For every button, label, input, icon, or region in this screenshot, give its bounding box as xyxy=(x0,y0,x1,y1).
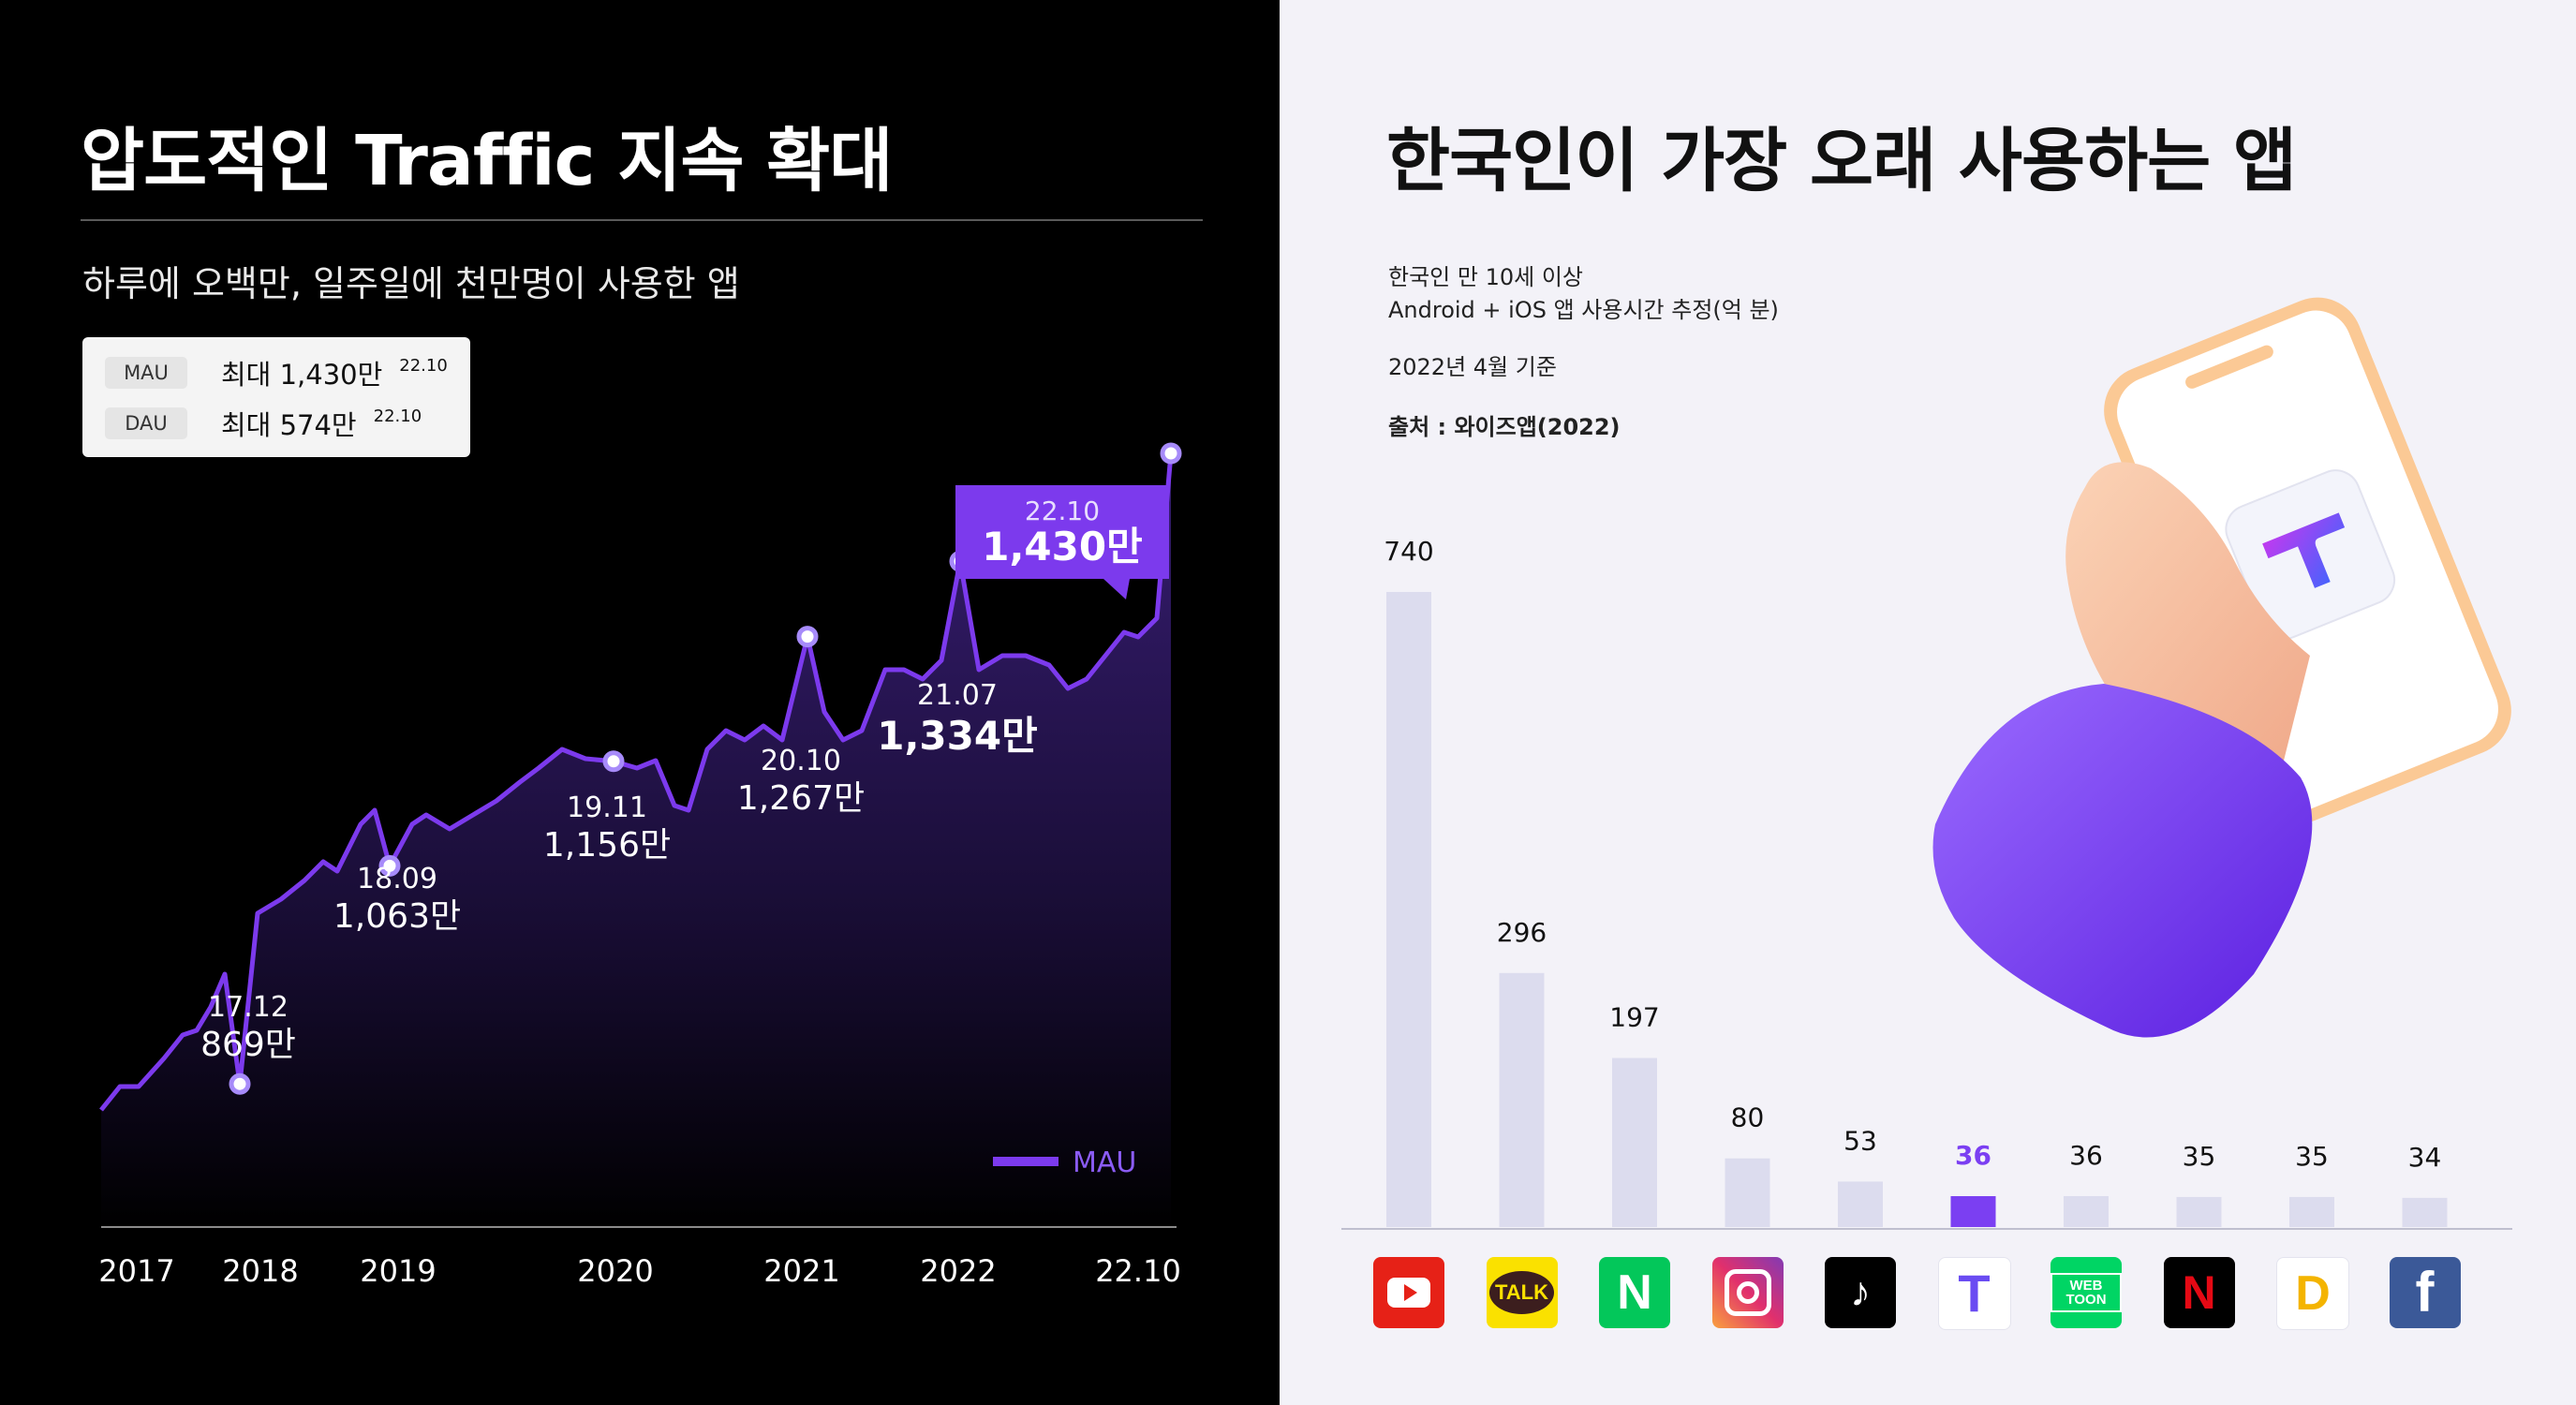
callout-date: 22.10 xyxy=(1025,495,1100,526)
left-title: 압도적인 Traffic 지속 확대 xyxy=(81,121,893,201)
mau-area-fill xyxy=(101,453,1171,1227)
stat-value: 최대 1,430만 xyxy=(221,359,383,391)
stat-value: 최대 574만 xyxy=(221,409,357,441)
bar-value-label: 34 xyxy=(2408,1142,2442,1173)
bar xyxy=(1950,1196,1996,1227)
naver-icon[interactable]: N xyxy=(1599,1257,1670,1328)
left-panel: 압도적인 Traffic 지속 확대 하루에 오백만, 일주일에 천만명이 사용… xyxy=(0,0,1280,1405)
note-source: 출처 : 와이즈앱(2022) xyxy=(1388,414,1621,440)
point-value-label: 1,267만 xyxy=(737,779,865,818)
point-value-label: 1,334만 xyxy=(877,713,1038,759)
left-subtitle: 하루에 오백만, 일주일에 천만명이 사용한 앱 xyxy=(82,263,740,304)
right-panel: 한국인이 가장 오래 사용하는 앱 한국인 만 10세 이상 Android +… xyxy=(1280,0,2576,1405)
x-tick-label: 2022 xyxy=(920,1253,996,1289)
bar xyxy=(2289,1196,2334,1227)
x-tick-label: 2018 xyxy=(222,1253,298,1289)
t-app-icon[interactable]: T xyxy=(1937,1257,2011,1330)
youtube-icon[interactable] xyxy=(1373,1257,1444,1328)
legend-swatch xyxy=(993,1157,1059,1166)
webtoon-icon[interactable]: WEB TOON xyxy=(2050,1257,2122,1328)
netflix-icon[interactable]: N xyxy=(2163,1257,2235,1328)
point-value-label: 1,063만 xyxy=(333,897,461,936)
note-population: 한국인 만 10세 이상 xyxy=(1388,264,1583,290)
mau-point xyxy=(229,1072,251,1095)
bar xyxy=(1499,972,1545,1227)
right-title: 한국인이 가장 오래 사용하는 앱 xyxy=(1386,121,2297,201)
stat-date: 22.10 xyxy=(399,355,448,376)
d-app-icon[interactable]: D xyxy=(2276,1257,2349,1330)
bar-value-label: 296 xyxy=(1497,917,1547,948)
point-date-label: 18.09 xyxy=(357,863,437,895)
stat-tag: MAU xyxy=(105,357,187,389)
title-divider xyxy=(81,219,1203,221)
point-date-label: 17.12 xyxy=(208,991,289,1024)
bar-value-label: 36 xyxy=(1955,1140,1991,1171)
point-date-label: 19.11 xyxy=(567,791,647,824)
mau-point xyxy=(378,854,401,877)
bar-value-label: 80 xyxy=(1731,1102,1765,1133)
stat-date: 22.10 xyxy=(373,406,422,426)
stat-tag: DAU xyxy=(105,407,187,439)
x-tick-label: 2020 xyxy=(577,1253,653,1289)
point-date-label: 20.10 xyxy=(761,745,841,777)
bar xyxy=(2402,1197,2448,1227)
legend-label: MAU xyxy=(1073,1146,1136,1179)
mau-point xyxy=(1160,442,1182,465)
mau-point xyxy=(796,626,819,648)
bar xyxy=(1612,1057,1657,1227)
bar-value-label: 53 xyxy=(1843,1125,1877,1156)
phone xyxy=(2104,297,2511,824)
point-date-label: 21.07 xyxy=(917,679,998,712)
instagram-icon[interactable] xyxy=(1711,1257,1784,1328)
callout-pointer xyxy=(1103,579,1130,599)
bar-value-label: 36 xyxy=(2069,1140,2103,1171)
point-value-label: 869만 xyxy=(200,1026,296,1064)
stat-row-mau: MAU 최대 1,430만 22.10 xyxy=(105,354,448,392)
bar xyxy=(2176,1196,2222,1227)
x-tick-label: 2017 xyxy=(98,1253,174,1289)
bar xyxy=(1725,1158,1770,1227)
sleeve-cuff xyxy=(1932,684,2313,1038)
facebook-icon[interactable]: f xyxy=(2389,1257,2461,1328)
mau-line xyxy=(99,452,1174,1112)
x-tick-label: 2019 xyxy=(360,1253,436,1289)
note-metric: Android + iOS 앱 사용시간 추정(억 분) xyxy=(1388,297,1779,323)
hand-phone-illustration xyxy=(1932,297,2511,1038)
x-tick-label: 22.10 xyxy=(1095,1253,1181,1289)
bar xyxy=(1838,1181,1883,1227)
callout-box xyxy=(955,485,1169,579)
bar-value-label: 740 xyxy=(1384,536,1433,567)
mau-point xyxy=(602,750,625,773)
tiktok-icon[interactable]: ♪ xyxy=(1825,1257,1896,1328)
bar xyxy=(2064,1196,2109,1227)
bar-value-label: 197 xyxy=(1609,1002,1659,1033)
point-value-label: 1,156만 xyxy=(543,826,671,865)
kakaotalk-icon[interactable]: TALK xyxy=(1486,1257,1558,1328)
callout-value: 1,430만 xyxy=(982,524,1143,569)
x-tick-label: 2021 xyxy=(763,1253,839,1289)
bar-value-label: 35 xyxy=(2295,1141,2329,1172)
stat-box: MAU 최대 1,430만 22.10 DAU 최대 574만 22.10 xyxy=(82,337,470,457)
stat-row-dau: DAU 최대 574만 22.10 xyxy=(105,405,422,442)
note-date: 2022년 4월 기준 xyxy=(1388,354,1557,380)
app-usage-bar-chart: 740 296 197 80 53 36 36 35 35 34 xyxy=(1341,536,2512,1230)
bar xyxy=(1386,592,1431,1227)
bar-value-label: 35 xyxy=(2183,1141,2216,1172)
